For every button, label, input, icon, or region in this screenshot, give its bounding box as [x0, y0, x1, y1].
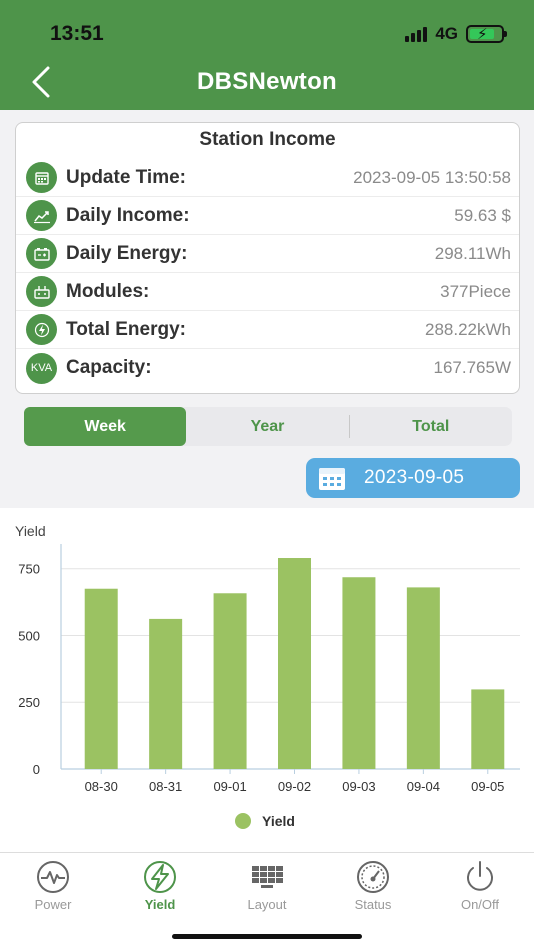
yield-chart: Yield 0 250 500 750 08-30 08-31 09-01 09-02 09-03… — [0, 508, 534, 852]
y-axis-title: Yield — [15, 523, 46, 539]
bar-09-02[interactable] — [278, 558, 311, 769]
kva-icon: KVA — [26, 352, 57, 384]
modules-row: Modules: 377Piece — [16, 273, 519, 311]
x-tick-label: 09-02 — [278, 779, 311, 794]
tab-status-label: Status — [354, 897, 392, 912]
module-icon — [26, 276, 57, 307]
daily-energy-value: 298.11Wh — [434, 243, 511, 263]
bar-09-01[interactable] — [213, 593, 247, 769]
kva-icon-text: KVA — [30, 362, 53, 374]
status-time: 13:51 — [50, 22, 104, 45]
bolt-icon — [26, 314, 57, 345]
calendar-icon — [319, 468, 345, 490]
y-tick-label: 750 — [18, 562, 40, 577]
tab-power-label: Power — [34, 897, 72, 912]
legend-marker[interactable] — [235, 813, 251, 829]
update-time-row: Update Time: 2023-09-05 13:50:58 — [16, 159, 519, 197]
x-tick-label: 09-01 — [213, 779, 246, 794]
tab-divider — [348, 415, 350, 438]
daily-income-value: 59.63 $ — [454, 205, 511, 225]
total-energy-label: Total Energy: — [66, 318, 186, 340]
tab-year[interactable]: Year — [250, 417, 285, 435]
y-tick-label: 500 — [18, 628, 40, 643]
update-time-label: Update Time: — [66, 166, 187, 188]
capacity-value: 167.765W — [433, 358, 512, 377]
daily-income-row: Daily Income: 59.63 $ — [16, 197, 519, 235]
back-arrow-icon[interactable] — [26, 62, 62, 102]
date-picker-button[interactable]: 2023-09-05 — [306, 458, 520, 498]
signal-icon — [405, 26, 428, 42]
bar-09-04[interactable] — [406, 587, 440, 769]
modules-value: 377Piece — [440, 281, 511, 301]
tab-layout[interactable]: Layout — [222, 859, 312, 912]
status-indicators: 4G ⚡ — [405, 24, 507, 44]
update-time-value: 2023-09-05 13:50:58 — [353, 167, 511, 187]
daily-energy-row: Daily Energy: 298.11Wh — [16, 235, 519, 273]
x-tick-label: 08-30 — [85, 779, 118, 794]
tab-power[interactable]: Power — [8, 859, 98, 912]
x-tick-label: 08-31 — [149, 779, 182, 794]
y-tick-label: 250 — [18, 695, 40, 710]
total-energy-row: Total Energy: 288.22kWh — [16, 311, 519, 349]
calendar-icon — [26, 162, 57, 193]
tab-onoff[interactable]: On/Off — [435, 859, 525, 912]
yield-bar-chart: Yield 0 250 500 750 08-30 08-31 09-01 09-02 09-03… — [15, 523, 520, 829]
modules-label: Modules: — [66, 280, 150, 302]
bottom-tab-bar: Power Yield Layout Status — [0, 852, 534, 950]
y-tick-label: 0 — [33, 762, 40, 777]
x-tick-label: 09-05 — [471, 779, 504, 794]
pulse-icon — [37, 861, 69, 893]
total-energy-value: 288.22kWh — [425, 319, 511, 339]
station-income-card: Station Income Update Time: 2023-09-05 1… — [15, 122, 520, 394]
power-icon — [467, 861, 493, 891]
tab-total[interactable]: Total — [412, 417, 450, 435]
network-label: 4G — [435, 24, 458, 43]
capacity-row: KVA Capacity: 167.765W — [16, 349, 519, 387]
bar-08-30[interactable] — [84, 588, 118, 769]
tab-onoff-label: On/Off — [460, 897, 500, 912]
home-indicator — [172, 934, 362, 939]
tab-status[interactable]: Status — [328, 859, 418, 912]
card-title: Station Income — [199, 129, 336, 150]
capacity-label: Capacity: — [66, 357, 152, 378]
tab-week[interactable]: Week — [24, 407, 187, 446]
app-header: 13:51 4G ⚡ DBSNewton — [0, 0, 534, 110]
bar-09-03[interactable] — [342, 577, 376, 769]
bolt-circle-icon — [144, 861, 176, 893]
bar-09-05[interactable] — [471, 689, 505, 769]
x-tick-label: 09-03 — [342, 779, 375, 794]
grid-panel-icon — [252, 866, 283, 888]
x-tick-label: 09-04 — [407, 779, 440, 794]
daily-income-label: Daily Income: — [66, 204, 190, 226]
selected-date: 2023-09-05 — [364, 467, 465, 488]
period-tabs: Week Year Total — [24, 407, 512, 446]
bar-08-31[interactable] — [149, 618, 183, 769]
tab-yield[interactable]: Yield — [115, 859, 205, 912]
battery-icon — [26, 238, 57, 269]
battery-icon: ⚡ — [466, 25, 507, 43]
gauge-icon — [357, 861, 389, 893]
legend-label[interactable]: Yield — [262, 813, 295, 829]
daily-energy-label: Daily Energy: — [66, 242, 188, 264]
tab-yield-label: Yield — [144, 897, 176, 912]
chart-up-icon — [26, 200, 57, 231]
page-title: DBSNewton — [196, 68, 338, 95]
tab-layout-label: Layout — [247, 897, 287, 912]
